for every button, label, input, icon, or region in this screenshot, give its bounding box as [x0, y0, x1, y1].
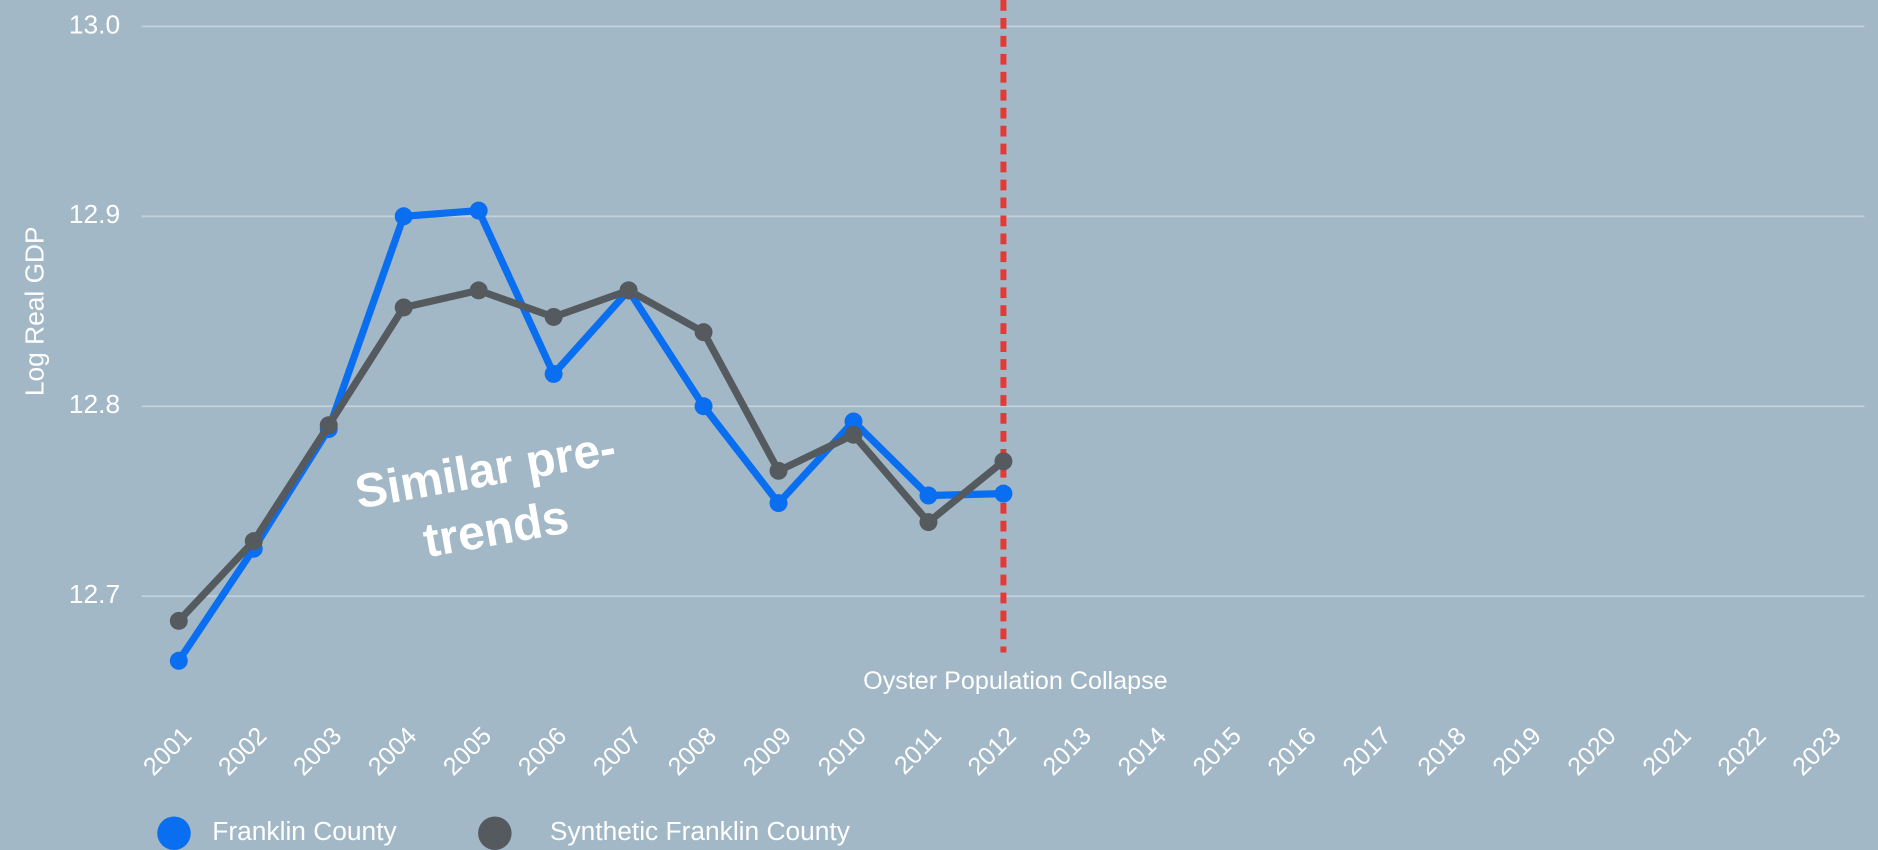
- annotation: Similar pre-trends: [351, 422, 620, 569]
- x-tick-label: 2020: [1562, 722, 1621, 781]
- x-tick-label: 2015: [1188, 722, 1247, 781]
- x-tick-label: 2022: [1712, 722, 1771, 781]
- data-point: [994, 452, 1013, 471]
- data-point: [469, 201, 488, 220]
- data-point: [694, 397, 713, 416]
- data-point: [994, 484, 1013, 503]
- event-label: Oyster Population Collapse: [863, 667, 1167, 695]
- data-point: [619, 281, 638, 300]
- legend-marker: [478, 816, 512, 850]
- x-tick-label: 2001: [138, 722, 197, 781]
- legend-label: Franklin County: [212, 816, 397, 846]
- x-tick-label: 2009: [738, 722, 797, 781]
- x-tick-label: 2006: [513, 722, 572, 781]
- data-point: [394, 298, 413, 317]
- data-point: [169, 651, 188, 670]
- data-point: [169, 611, 188, 630]
- y-tick-label: 12.8: [69, 389, 120, 419]
- x-tick-label: 2008: [663, 722, 722, 781]
- data-point: [919, 486, 938, 505]
- x-tick-label: 2017: [1337, 722, 1396, 781]
- x-tick-label: 2003: [288, 722, 347, 781]
- data-point: [319, 416, 338, 435]
- data-point: [919, 513, 938, 532]
- data-point: [769, 494, 788, 513]
- data-point: [844, 412, 863, 431]
- x-tick-label: 2011: [889, 722, 947, 780]
- legend-marker: [157, 816, 191, 850]
- x-tick-label: 2007: [588, 722, 647, 781]
- series-line: [176, 286, 1006, 624]
- x-tick-label: 2002: [213, 722, 272, 781]
- y-axis-label: Log Real GDP: [19, 226, 49, 396]
- x-tick-label: 2023: [1787, 722, 1846, 781]
- x-tick-label: 2005: [438, 722, 497, 781]
- x-tick-label: 2014: [1113, 722, 1172, 781]
- data-point: [769, 461, 788, 480]
- data-point: [844, 425, 863, 444]
- y-tick-label: 12.7: [69, 579, 120, 609]
- x-tick-label: 2016: [1262, 722, 1321, 781]
- data-point: [544, 307, 563, 326]
- data-point: [544, 364, 563, 383]
- data-point: [694, 323, 713, 342]
- data-point: [394, 207, 413, 226]
- x-tick-label: 2010: [813, 722, 872, 781]
- y-tick-label: 13.0: [69, 9, 120, 39]
- legend-label: Synthetic Franklin County: [550, 816, 851, 846]
- x-tick-label: 2004: [363, 722, 422, 781]
- data-point: [469, 281, 488, 300]
- x-tick-label: 2013: [1038, 722, 1097, 781]
- x-tick-label: 2021: [1637, 722, 1696, 781]
- x-tick-label: 2012: [963, 722, 1022, 781]
- x-tick-label: 2018: [1412, 722, 1471, 781]
- y-tick-label: 12.9: [69, 199, 120, 229]
- x-tick-label: 2019: [1487, 722, 1546, 781]
- data-point: [244, 532, 263, 551]
